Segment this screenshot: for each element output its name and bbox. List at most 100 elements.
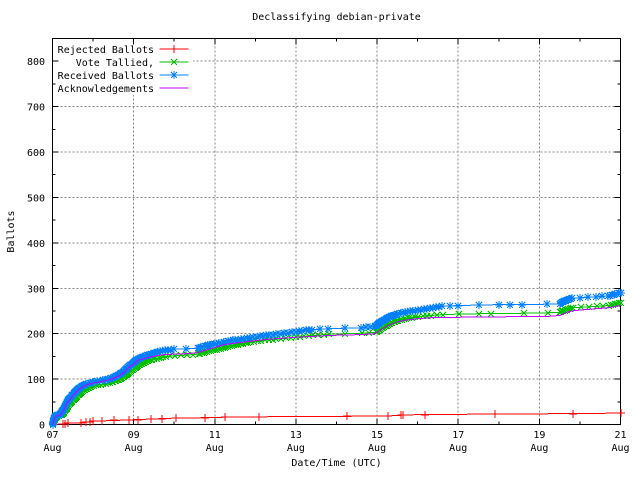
y-axis-label: Ballots — [6, 210, 17, 252]
x-tick-label: 09 — [128, 430, 140, 441]
series-acknowledgements — [52, 305, 621, 425]
x-tick-label: Aug — [368, 443, 386, 454]
legend-entry: Received Ballots — [58, 71, 189, 82]
series-layer — [49, 289, 625, 429]
x-tick-label: Aug — [206, 443, 224, 454]
cross-marker — [475, 310, 483, 318]
cross-marker — [607, 301, 615, 309]
y-tick-label: 800 — [27, 57, 45, 68]
x-tick-label: Aug — [611, 443, 629, 454]
x-tick-label: 07 — [46, 430, 58, 441]
cross-marker — [433, 311, 441, 319]
legend-entry: Vote Tallied, — [76, 58, 189, 69]
cross-marker — [593, 302, 601, 310]
cross-marker — [242, 339, 250, 347]
chart-title: Declassifying debian-private — [252, 12, 421, 23]
legend-label: Received Ballots — [58, 71, 154, 82]
y-tick-label: 200 — [27, 330, 45, 341]
cross-marker — [611, 300, 619, 308]
asterisk-marker — [495, 301, 503, 309]
cross-marker — [207, 347, 215, 355]
series-rejected-ballots — [49, 409, 625, 429]
cross-marker — [613, 300, 621, 308]
cross-marker — [394, 317, 402, 325]
cross-marker — [305, 332, 313, 340]
cross-marker — [155, 354, 163, 362]
x-tick-label: Aug — [449, 443, 467, 454]
cross-marker — [211, 346, 219, 354]
cross-marker — [562, 306, 570, 314]
cross-marker — [170, 58, 178, 66]
asterisk-marker — [617, 289, 625, 297]
cross-marker — [341, 330, 349, 338]
asterisk-marker — [543, 300, 551, 308]
x-tick-label: Aug — [125, 443, 143, 454]
asterisk-marker — [454, 302, 462, 310]
cross-marker — [203, 348, 211, 356]
x-tick-label: Aug — [287, 443, 305, 454]
legend-label: Vote Tallied, — [76, 58, 154, 69]
cross-marker — [617, 299, 625, 307]
x-tick-label: 19 — [533, 430, 545, 441]
asterisk-marker — [341, 324, 349, 332]
cross-marker — [320, 331, 328, 339]
cross-marker — [148, 356, 156, 364]
x-axis-label: Date/Time (UTC) — [291, 458, 381, 469]
asterisk-marker — [357, 324, 365, 332]
legend-label: Acknowledgements — [58, 84, 154, 95]
asterisk-marker — [576, 294, 584, 302]
cross-marker — [217, 345, 225, 353]
series-line — [52, 305, 621, 425]
asterisk-marker — [598, 292, 606, 300]
asterisk-marker — [366, 323, 374, 331]
asterisk-marker — [592, 293, 600, 301]
cross-marker — [157, 354, 165, 362]
asterisk-marker — [308, 326, 316, 334]
legend: Rejected Ballots Vote Tallied, Received Ba… — [58, 45, 189, 95]
cross-marker — [213, 346, 221, 354]
asterisk-marker — [568, 294, 576, 302]
cross-marker — [196, 350, 204, 358]
cross-marker — [455, 310, 463, 318]
asterisk-marker — [298, 327, 306, 335]
asterisk-marker — [170, 345, 178, 353]
cross-marker — [487, 310, 495, 318]
y-tick-label: 300 — [27, 284, 45, 295]
grid-layer — [52, 38, 621, 425]
x-tick-label: Aug — [43, 443, 61, 454]
x-tick-label: 17 — [452, 430, 464, 441]
asterisk-marker — [438, 302, 446, 310]
asterisk-marker — [518, 301, 526, 309]
asterisk-marker — [284, 329, 292, 337]
cross-marker — [569, 304, 577, 312]
cross-marker — [177, 351, 185, 359]
legend-entry: Rejected Ballots — [58, 45, 189, 56]
asterisk-marker — [446, 302, 454, 310]
cross-marker — [153, 355, 161, 363]
axis-layer: 0 100 200 300 400 500 600 700 800 07 Aug 09 Aug 11 Aug… — [27, 38, 630, 454]
x-tick-label: 13 — [290, 430, 302, 441]
cross-marker — [398, 316, 406, 324]
x-tick-label: 11 — [209, 430, 221, 441]
asterisk-marker — [276, 330, 284, 338]
cross-marker — [558, 307, 566, 315]
y-tick-label: 400 — [27, 239, 45, 250]
asterisk-marker — [584, 293, 592, 301]
cross-marker — [224, 343, 232, 351]
x-tick-label: 15 — [371, 430, 383, 441]
series-received-ballots — [49, 289, 625, 429]
legend-label: Rejected Ballots — [58, 45, 154, 56]
x-tick-label: 21 — [614, 430, 626, 441]
y-tick-label: 100 — [27, 375, 45, 386]
asterisk-marker — [316, 325, 324, 333]
cross-marker — [520, 309, 528, 317]
cross-marker — [567, 304, 575, 312]
asterisk-marker — [170, 71, 178, 79]
asterisk-marker — [475, 301, 483, 309]
x-tick-label: Aug — [530, 443, 548, 454]
y-tick-label: 600 — [27, 148, 45, 159]
cross-marker — [544, 309, 552, 317]
asterisk-marker — [506, 301, 514, 309]
